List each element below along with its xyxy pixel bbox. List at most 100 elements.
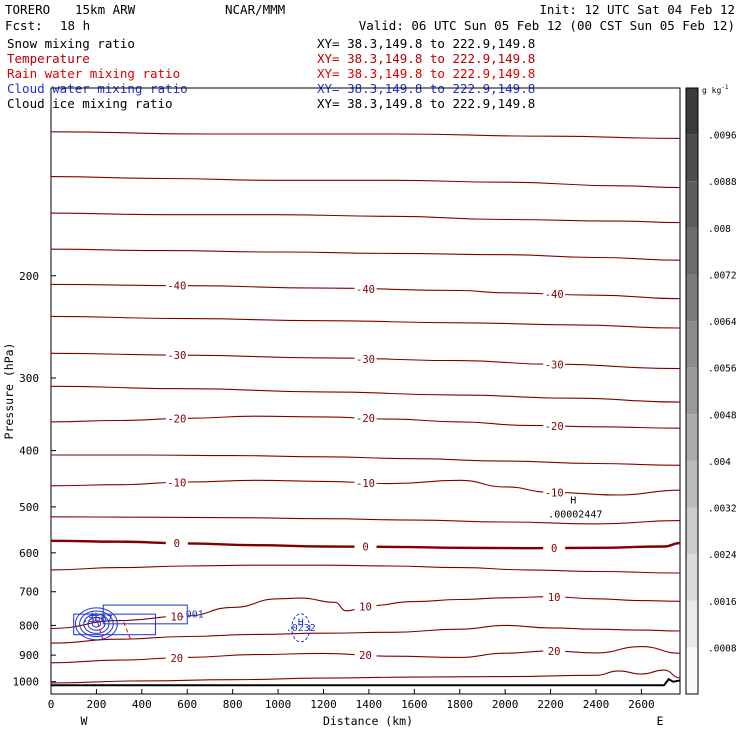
y-tick-label: 300	[19, 372, 39, 385]
y-tick-label: 200	[19, 270, 39, 283]
x-tick-label: 600	[177, 698, 197, 711]
y-tick-label: 1000	[13, 676, 40, 689]
colorbar-cell	[686, 367, 698, 415]
terrain-surface	[51, 677, 681, 687]
colorbar-tick-label: .0048	[708, 410, 737, 421]
y-tick-label: 900	[19, 649, 39, 662]
legend-cloud-ice-xy: XY= 38.3,149.8 to 222.9,149.8	[317, 96, 535, 111]
x-tick-label: 2600	[628, 698, 655, 711]
colorbar-tick-label: .0056	[708, 364, 737, 375]
x-tick-label: 1000	[265, 698, 292, 711]
contour-line-10	[50, 479, 681, 496]
contour-line-13	[50, 564, 681, 574]
y-tick-label: 500	[19, 501, 39, 514]
contour-label: -10	[167, 477, 186, 489]
cloud-water-contour	[73, 613, 156, 636]
colorbar-cell	[686, 554, 698, 601]
contour-label: -40	[356, 284, 375, 296]
x-axis-west-label: W	[81, 714, 88, 728]
x-tick-label: 1200	[310, 698, 337, 711]
x-tick-label: 2400	[583, 698, 610, 711]
rain-water-contour	[97, 622, 131, 641]
contour-line-15	[50, 624, 681, 644]
colorbar-cell	[686, 181, 698, 228]
contour-line-12	[50, 539, 681, 550]
contour-line-5	[50, 315, 681, 329]
contour-line-17	[50, 669, 681, 684]
contour-label: -20	[167, 414, 186, 426]
legend-rain: Rain water mixing ratio	[7, 66, 180, 81]
y-tick-label: 600	[19, 547, 39, 560]
x-tick-label: 0	[48, 698, 55, 711]
contour-label: -40	[167, 281, 186, 293]
colorbar-cell	[686, 414, 698, 461]
x-tick-label: 200	[86, 698, 106, 711]
legend-temperature-xy: XY= 38.3,149.8 to 222.9,149.8	[317, 51, 535, 66]
x-tick-label: 800	[223, 698, 243, 711]
model-center: NCAR/MMM	[225, 2, 285, 17]
x-tick-label: 1800	[446, 698, 473, 711]
y-axis: 200 300 400 500 600 700 800 900 1000	[13, 270, 56, 689]
contour-label: -10	[545, 487, 564, 499]
x-axis: 0 200 400 600 800 1000 1200 1400 1600 1800 2000 220…	[48, 689, 655, 711]
legend-snow: Snow mixing ratio	[7, 36, 135, 51]
terrain-line	[51, 677, 681, 687]
cloud-water-label: .5667	[82, 614, 112, 625]
colorbar-tick-label: .0016	[708, 597, 737, 608]
model-resolution: 15km ARW	[75, 2, 136, 17]
model-name: TORERO	[5, 2, 50, 17]
x-tick-label: 2200	[537, 698, 564, 711]
legend-snow-xy: XY= 38.3,149.8 to 222.9,149.8	[317, 36, 535, 51]
colorbar-tick-label: .0088	[708, 177, 737, 188]
temperature-contour-labels: -40 -40 -40 -30 -30 -30 -20 -20 -20 -10 -10 -10 0 0 0 1…	[165, 279, 566, 665]
temperature-contours	[50, 131, 681, 684]
legend-cloud-ice: Cloud ice mixing ratio	[7, 96, 173, 111]
contour-label: 10	[359, 602, 372, 614]
colorbar-cell	[686, 600, 698, 648]
y-tick-label: 800	[19, 619, 39, 632]
colorbar-tick-label: .0032	[708, 504, 737, 515]
cloud-water-label: .0232	[286, 623, 316, 634]
x-axis-title: Distance (km)	[323, 714, 413, 728]
snow-max-value: .00002447	[548, 509, 602, 520]
colorbar-tick-label: .004	[708, 457, 731, 468]
colorbar-tick-label: .008	[708, 224, 731, 235]
cloud-water-label: H	[91, 612, 97, 623]
colorbar: g kg-1 .0096 .0088 .008 .0072 .0064 .0056 .004…	[685, 84, 737, 695]
colorbar-unit: g kg-1	[702, 84, 729, 95]
contour-label: -30	[167, 350, 186, 362]
contour-line-2	[50, 212, 681, 224]
colorbar-tick-label: .0064	[708, 317, 737, 328]
cloud-water-contour	[91, 620, 102, 628]
colorbar-tick-label: .0072	[708, 270, 737, 281]
colorbar-cell	[686, 134, 698, 182]
x-axis-east-label: E	[657, 714, 664, 728]
contour-line-6	[50, 352, 681, 370]
init-time: Init: 12 UTC Sat 04 Feb 12	[539, 2, 735, 17]
legend-temperature: Temperature	[7, 51, 90, 66]
forecast-hour: 18 h	[60, 18, 90, 33]
contour-label: -30	[545, 359, 564, 371]
cloud-water-contour	[291, 613, 311, 643]
forecast-label: Fcst:	[5, 18, 43, 33]
x-tick-label: 1400	[356, 698, 383, 711]
plot-area: -40 -40 -40-30 -30 -30-20 -20-20-10 -10-100 0 01…	[13, 87, 681, 711]
x-tick-label: 1600	[401, 698, 428, 711]
contour-line-3	[50, 248, 681, 261]
contour-label: -10	[356, 478, 375, 490]
colorbar-cell	[686, 647, 698, 694]
contour-label: -40	[545, 289, 564, 301]
colorbar-cell	[686, 460, 698, 508]
plot-frame	[50, 87, 681, 695]
contour-label: 0	[174, 538, 180, 550]
colorbar-cell	[686, 507, 698, 555]
x-tick-label: 2000	[492, 698, 519, 711]
contour-label: 0	[362, 542, 368, 554]
contour-line-11	[50, 516, 681, 525]
cloud-water-label: H	[298, 617, 304, 628]
contour-label: 10	[170, 612, 183, 624]
contour-line-1	[50, 176, 681, 189]
contour-label: 10	[548, 592, 561, 604]
cloud-water-label: .001	[180, 609, 204, 620]
